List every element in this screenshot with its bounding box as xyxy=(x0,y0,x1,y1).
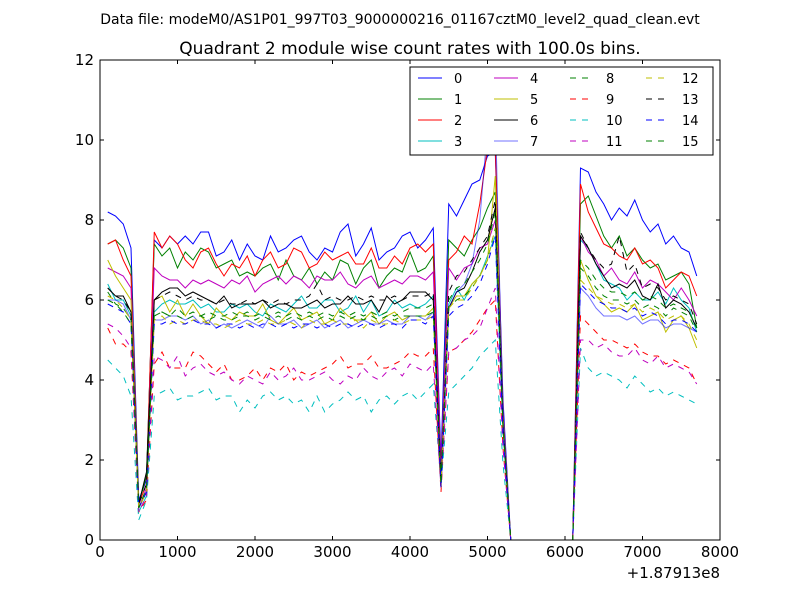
legend-label-7: 7 xyxy=(530,135,538,150)
series-line-10 xyxy=(107,338,697,541)
x-tick-label: 8000 xyxy=(701,543,739,561)
legend-label-3: 3 xyxy=(454,135,462,150)
series-line-1 xyxy=(107,191,698,541)
legend-label-9: 9 xyxy=(606,93,614,108)
legend-label-2: 2 xyxy=(454,114,462,129)
x-axis-offset-label: +1.87913e8 xyxy=(627,564,720,582)
x-tick-label: 0 xyxy=(95,543,105,561)
series-line-12 xyxy=(107,227,698,541)
legend-frame xyxy=(409,66,714,156)
x-tick-label: 6000 xyxy=(546,543,584,561)
series-line-3 xyxy=(107,235,698,541)
legend-label-4: 4 xyxy=(530,72,538,87)
series-line-2 xyxy=(107,143,698,541)
ticks-layer: 0 1000 2000 3000 4000 5000 6000 7000 80000246810… xyxy=(75,51,739,561)
legend-label-15: 15 xyxy=(682,135,699,150)
y-tick-label: 10 xyxy=(75,131,94,149)
legend-label-12: 12 xyxy=(682,72,699,87)
legend-label-6: 6 xyxy=(530,114,538,129)
axes-frame xyxy=(99,59,721,541)
y-tick-label: 6 xyxy=(84,291,94,309)
legend-label-14: 14 xyxy=(682,114,699,129)
x-tick-label: 1000 xyxy=(158,543,196,561)
x-tick-label: 4000 xyxy=(391,543,429,561)
y-tick-label: 2 xyxy=(84,451,94,469)
series-layer xyxy=(107,107,698,541)
legend-label-0: 0 xyxy=(454,72,462,87)
y-tick-label: 4 xyxy=(84,371,94,389)
x-tick-label: 7000 xyxy=(623,543,661,561)
legend-label-1: 1 xyxy=(454,93,462,108)
series-line-13 xyxy=(107,199,698,541)
series-line-4 xyxy=(107,219,698,541)
series-line-0 xyxy=(107,151,698,541)
legend-label-13: 13 xyxy=(682,93,699,108)
chart-title: Quadrant 2 module wise count rates with … xyxy=(179,39,640,59)
y-tick-label: 12 xyxy=(75,51,94,69)
figure-suptitle: Data file: modeM0/AS1P01_997T03_90000002… xyxy=(100,12,700,28)
y-tick-label: 0 xyxy=(84,531,94,549)
x-tick-label: 3000 xyxy=(313,543,351,561)
series-line-11 xyxy=(107,287,698,541)
y-tick-label: 8 xyxy=(84,211,94,229)
x-tick-label: 2000 xyxy=(236,543,274,561)
series-line-7 xyxy=(107,107,697,541)
series-line-14 xyxy=(107,235,698,541)
x-tick-label: 5000 xyxy=(468,543,506,561)
legend-label-8: 8 xyxy=(606,72,614,87)
legend-label-11: 11 xyxy=(606,135,623,150)
legend-label-10: 10 xyxy=(606,114,623,129)
legend-label-5: 5 xyxy=(530,93,538,108)
